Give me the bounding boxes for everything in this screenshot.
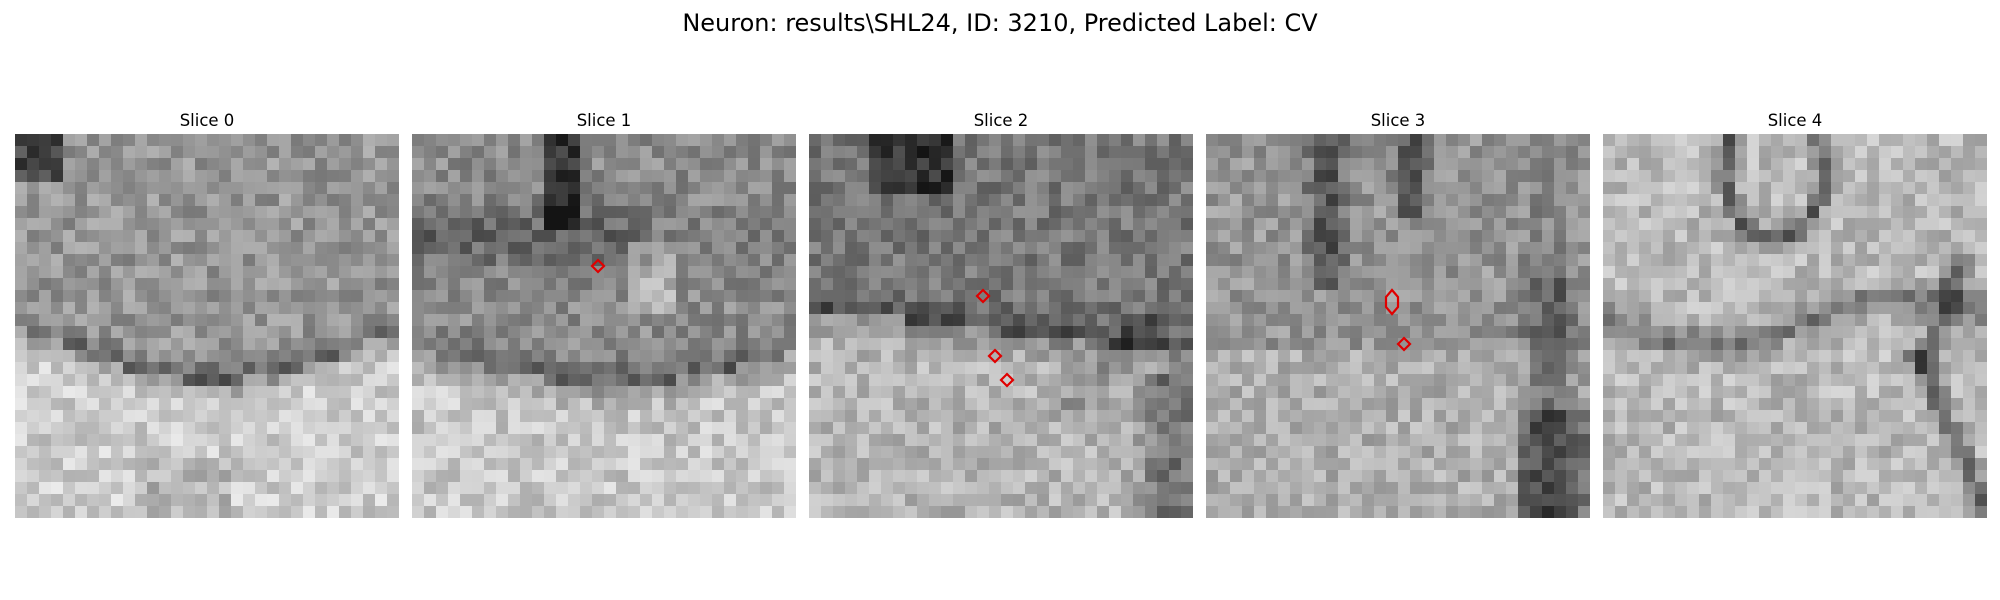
slice-panel-0: Slice 0	[15, 108, 399, 518]
slice-title: Slice 4	[1767, 111, 1823, 130]
slice-image	[1206, 134, 1590, 518]
slice-image	[1603, 134, 1987, 518]
slice-image	[15, 134, 399, 518]
contour-marker-1	[1396, 336, 1412, 352]
figure-title: Neuron: results\SHL24, ID: 3210, Predict…	[682, 9, 1318, 37]
slice-image-4	[1603, 134, 1987, 518]
slice-image-3	[1206, 134, 1590, 518]
slice-title: Slice 3	[1370, 111, 1426, 130]
contour-marker-0	[975, 288, 991, 304]
slice-title: Slice 0	[179, 111, 235, 130]
slice-title: Slice 1	[576, 111, 632, 130]
slice-panel-1: Slice 1	[412, 108, 796, 518]
slice-image-1	[412, 134, 796, 518]
slice-panel-2: Slice 2	[809, 108, 1193, 518]
slice-image-2	[809, 134, 1193, 518]
slice-panel-3: Slice 3	[1206, 108, 1590, 518]
contour-marker-0	[590, 258, 606, 274]
slice-image-0	[15, 134, 399, 518]
contour-marker-2	[999, 372, 1015, 388]
contour-marker-0	[1384, 288, 1400, 316]
slice-image	[809, 134, 1193, 518]
contour-marker-1	[987, 348, 1003, 364]
slice-panel-4: Slice 4	[1603, 108, 1987, 518]
slice-image	[412, 134, 796, 518]
slice-title: Slice 2	[973, 111, 1029, 130]
